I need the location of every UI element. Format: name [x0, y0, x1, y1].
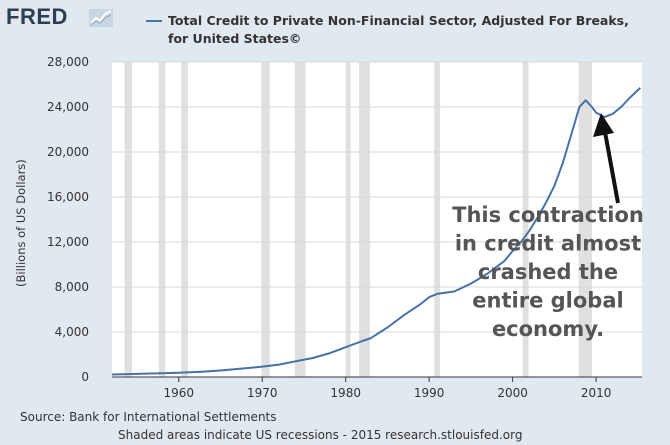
y-tick-label: 8,000 [55, 280, 89, 294]
annotation-line: This contraction [452, 203, 644, 227]
y-tick-label: 16,000 [47, 190, 89, 204]
recession-band [124, 62, 133, 377]
recession-band [345, 62, 351, 377]
annotation-text: This contraction in credit almost crashed … [452, 203, 644, 341]
y-tick-label: 4,000 [55, 325, 89, 339]
fred-logo[interactable]: FRED [6, 4, 68, 29]
series-group [111, 87, 641, 376]
annotation-line: economy. [492, 317, 604, 341]
annotation-line: entire global [472, 289, 623, 313]
x-axis-ticks: 1960 1970 1980 1990 2000 2010 [163, 377, 611, 400]
recession-band [294, 62, 306, 377]
series-line [111, 87, 641, 376]
recession-band [261, 62, 270, 377]
recession-band [181, 62, 188, 377]
arrow-head [593, 113, 614, 137]
legend-series-label: Total Credit to Private Non-Financial Se… [168, 13, 629, 46]
arrow-shaft [603, 131, 620, 204]
recession-band [522, 62, 529, 377]
plot-background [112, 62, 642, 377]
x-tick-label: 1990 [414, 386, 445, 400]
source-note: Source: Bank for International Settlemen… [20, 410, 277, 424]
y-axis-ticks: 0 4,000 8,000 12,000 16,000 20,000 24,000 28,00… [47, 55, 89, 384]
y-tick-label: 24,000 [47, 100, 89, 114]
y-tick-label: 20,000 [47, 145, 89, 159]
x-tick-label: 1970 [247, 386, 278, 400]
recession-shading [124, 62, 592, 377]
gridlines [112, 61, 642, 378]
annotation-arrow [593, 113, 620, 204]
x-tick-label: 1960 [163, 386, 194, 400]
x-tick-label: 2000 [497, 386, 528, 400]
recession-note[interactable]: Shaded areas indicate US recessions - 20… [118, 428, 523, 442]
recession-band [359, 62, 370, 377]
y-tick-label: 28,000 [47, 55, 89, 69]
annotation-line: crashed the [478, 260, 618, 284]
annotation-line: in credit almost [455, 232, 641, 256]
x-tick-label: 1980 [330, 386, 361, 400]
y-tick-label: 12,000 [47, 235, 89, 249]
recession-band [578, 62, 592, 377]
recession-band [434, 62, 441, 377]
x-tick-label: 2010 [581, 386, 612, 400]
recession-band [158, 62, 166, 377]
legend-series-swatch [146, 20, 162, 22]
trend-line-chart-icon [89, 9, 113, 27]
y-tick-label: 0 [81, 370, 89, 384]
